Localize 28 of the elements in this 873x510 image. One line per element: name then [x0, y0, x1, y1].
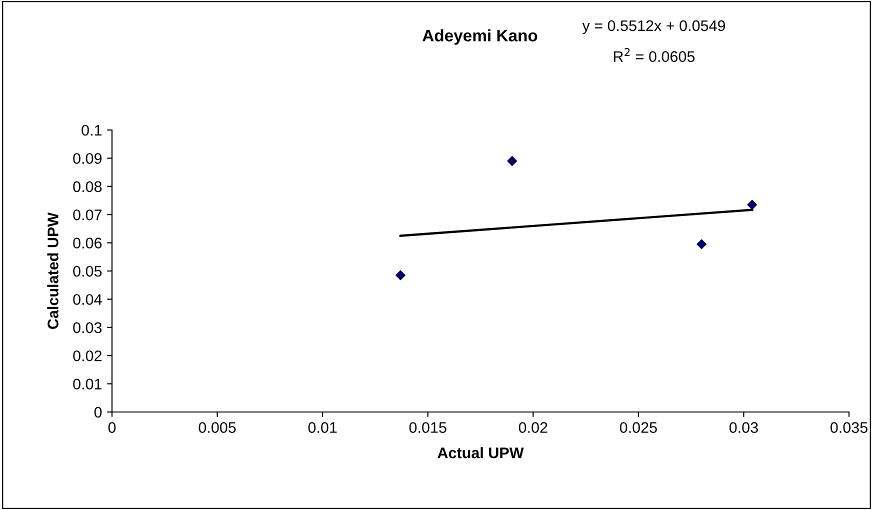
- y-axis-title: Calculated UPW: [47, 212, 58, 329]
- point: [747, 200, 758, 210]
- chart-title: Adeyemi Kano: [422, 29, 538, 45]
- y-tick-label: 0: [94, 406, 102, 418]
- x-tick-label: 0.025: [620, 422, 657, 433]
- y-tick-label: 0.02: [73, 350, 102, 362]
- y-tick-label: 0.05: [73, 266, 102, 277]
- text: y = 0.5512x + 0.0549: [582, 20, 726, 34]
- x-tick-label: 0: [108, 422, 116, 433]
- y-tick-label: 0.07: [73, 209, 102, 220]
- y-tick-label: 0.01: [73, 378, 102, 390]
- x-tick-label: 0.03: [729, 422, 758, 433]
- x-axis-title: Actual UPW: [438, 447, 524, 458]
- y-tick-label: 0.1: [82, 124, 102, 136]
- y-tick-label: 0.06: [73, 238, 102, 248]
- x-tick-label: 0.005: [198, 422, 236, 433]
- x-tick-label: 0.015: [409, 422, 446, 433]
- y-tick-label: 0.04: [73, 294, 102, 305]
- point: [396, 270, 406, 280]
- y-tick-label: 0.08: [73, 181, 102, 192]
- x-tick-label: 0.01: [308, 422, 337, 433]
- x-tick-label: 0.02: [518, 422, 548, 433]
- y-tick-label: 0.09: [73, 153, 102, 164]
- text: R$^{2}$ = 0.0605: [614, 48, 695, 62]
- point: [696, 239, 707, 250]
- x-tick-label: 0.035: [830, 422, 868, 433]
- point: [507, 156, 518, 166]
- y-tick-label: 0.03: [73, 322, 102, 334]
